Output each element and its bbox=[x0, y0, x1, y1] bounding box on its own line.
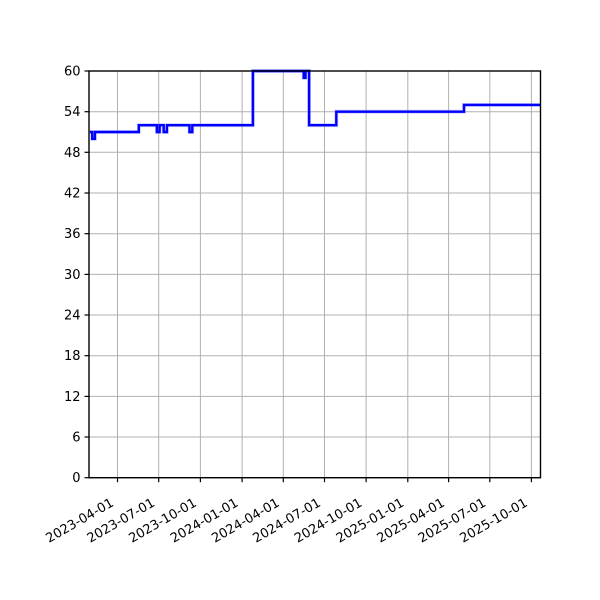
y-tick-label: 48 bbox=[64, 146, 81, 161]
y-tick-label: 30 bbox=[64, 268, 81, 283]
y-tick-label: 0 bbox=[72, 471, 80, 486]
y-tick-label: 24 bbox=[64, 309, 81, 324]
y-tick-label: 12 bbox=[64, 390, 81, 405]
y-tick-label: 54 bbox=[64, 105, 81, 120]
data-line bbox=[89, 69, 540, 140]
y-tick-label: 6 bbox=[72, 431, 80, 446]
y-tick-label: 60 bbox=[64, 65, 81, 80]
y-tick-label: 36 bbox=[64, 227, 81, 242]
y-tick-label: 42 bbox=[64, 187, 81, 202]
y-tick-label: 18 bbox=[64, 349, 81, 364]
